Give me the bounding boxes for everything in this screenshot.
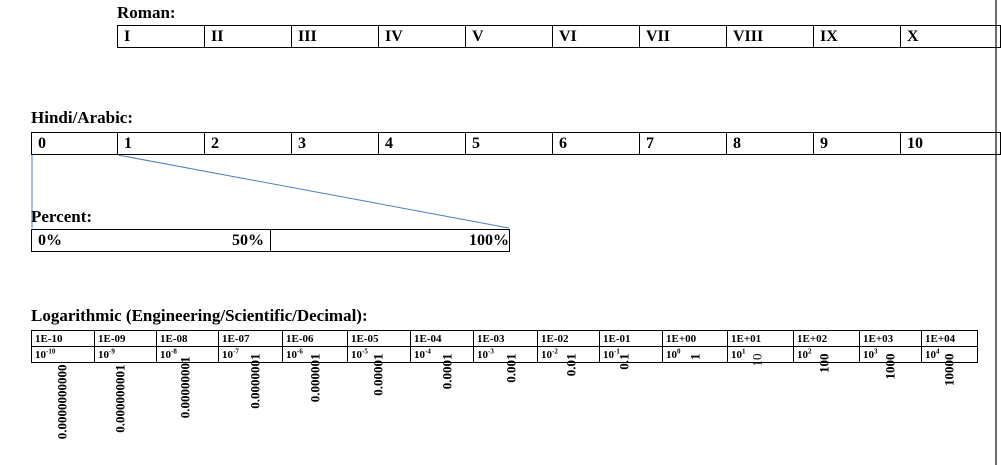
decimal-label: 0.0000001 (247, 353, 263, 409)
power-cell: 10-6 (282, 346, 348, 363)
power-exponent: 2 (808, 346, 812, 355)
engineering-cell: 1E-04 (410, 330, 474, 347)
power-base: 10 (222, 348, 233, 361)
percent-table: 0% 50% 100% (31, 229, 510, 252)
engineering-cell: 1E+00 (662, 330, 728, 347)
hindi-cell: 5 (465, 132, 553, 155)
engineering-cell: 1E-07 (218, 330, 283, 347)
decimal-label: 100 (816, 353, 832, 374)
percent-title: Percent: (31, 207, 93, 226)
engineering-cell: 1E-06 (282, 330, 348, 347)
engineering-cell: 1E-03 (473, 330, 538, 347)
engineering-cell: 1E-08 (156, 330, 219, 347)
power-base: 10 (863, 348, 874, 361)
hindi-cell: 10 (900, 132, 1001, 155)
connector-right-line (117, 154, 510, 229)
roman-cell: X (900, 25, 1001, 48)
power-base: 10 (731, 348, 742, 361)
decimal-label: 0.001 (503, 353, 519, 383)
power-exponent: -5 (362, 346, 368, 355)
power-cell: 10-10 (31, 346, 95, 363)
roman-cell: IX (813, 25, 901, 48)
power-base: 10 (286, 348, 297, 361)
power-exponent: -2 (552, 346, 558, 355)
power-exponent: -6 (297, 346, 303, 355)
hindi-cell: 3 (291, 132, 379, 155)
power-base: 10 (35, 348, 46, 361)
power-cell: 10-8 (156, 346, 219, 363)
decimal-label: 1000 (882, 353, 898, 380)
decimal-label: 0.00000001 (177, 356, 193, 419)
log-title: Logarithmic (Engineering/Scientific/Deci… (31, 306, 368, 325)
decimal-label: 0.000001 (307, 353, 323, 403)
log-table: 1E-10 1E-09 1E-08 1E-07 1E-06 1E-05 1E-0… (31, 330, 978, 363)
percent-cell-0: 0% (31, 229, 122, 252)
power-base: 10 (925, 348, 936, 361)
power-base: 10 (603, 348, 614, 361)
decimal-label: 0.000000001 (112, 364, 128, 433)
decimal-label: 0.0000000000 (54, 364, 70, 440)
power-cell: 10-4 (410, 346, 474, 363)
engineering-cell: 1E-02 (537, 330, 600, 347)
power-cell: 10-9 (94, 346, 157, 363)
power-exponent: -7 (233, 346, 239, 355)
roman-cell: III (291, 25, 379, 48)
power-exponent: -1 (614, 346, 620, 355)
power-exponent: -4 (425, 346, 431, 355)
power-exponent: 4 (936, 346, 940, 355)
roman-table: I II III IV V VI VII VIII IX X (117, 25, 1001, 48)
power-exponent: 3 (874, 346, 878, 355)
decimal-label: 0.1 (616, 353, 632, 370)
power-base: 10 (351, 348, 362, 361)
power-base: 10 (98, 348, 109, 361)
power-cell: 10-3 (473, 346, 538, 363)
roman-cell: IV (378, 25, 466, 48)
power-exponent: -9 (109, 346, 115, 355)
power-cell: 104 (921, 346, 978, 363)
engineering-cell: 1E+01 (727, 330, 794, 347)
engineering-cell: 1E-01 (599, 330, 663, 347)
power-base: 10 (666, 348, 677, 361)
power-exponent: -8 (171, 346, 177, 355)
roman-cell: VI (552, 25, 640, 48)
roman-cell: II (204, 25, 292, 48)
decimal-label: 0.01 (563, 353, 579, 377)
engineering-cell: 1E+03 (859, 330, 922, 347)
power-base: 10 (160, 348, 171, 361)
hindi-table: 0 1 2 3 4 5 6 7 8 9 10 (31, 132, 1001, 155)
power-base: 10 (477, 348, 488, 361)
decimal-label: 1 (687, 353, 703, 361)
percent-cell-100: 100% (270, 229, 510, 252)
decimal-label: 10 (749, 353, 765, 367)
engineering-cell: 1E+02 (793, 330, 860, 347)
power-exponent: -3 (488, 346, 494, 355)
decimal-label: 0.0001 (439, 353, 455, 390)
decimal-label: 0.00001 (370, 353, 386, 396)
roman-cell: V (465, 25, 553, 48)
hindi-cell: 1 (117, 132, 205, 155)
engineering-cell: 1E-09 (94, 330, 157, 347)
engineering-cell: 1E-10 (31, 330, 95, 347)
power-exponent: 1 (742, 346, 746, 355)
power-base: 10 (541, 348, 552, 361)
power-cell: 10-7 (218, 346, 283, 363)
hindi-title: Hindi/Arabic: (31, 108, 134, 127)
percent-cell-50: 50% (121, 229, 271, 252)
power-base: 10 (414, 348, 425, 361)
engineering-cell: 1E-05 (347, 330, 411, 347)
power-cell: 102 (793, 346, 860, 363)
roman-cell: VII (639, 25, 727, 48)
power-cell: 100 (662, 346, 728, 363)
decimal-label: 10000 (941, 353, 957, 387)
power-exponent: -10 (46, 346, 56, 355)
power-exponent: 0 (677, 346, 681, 355)
roman-title: Roman: (117, 3, 176, 22)
power-base: 10 (797, 348, 808, 361)
engineering-cell: 1E+04 (921, 330, 978, 347)
